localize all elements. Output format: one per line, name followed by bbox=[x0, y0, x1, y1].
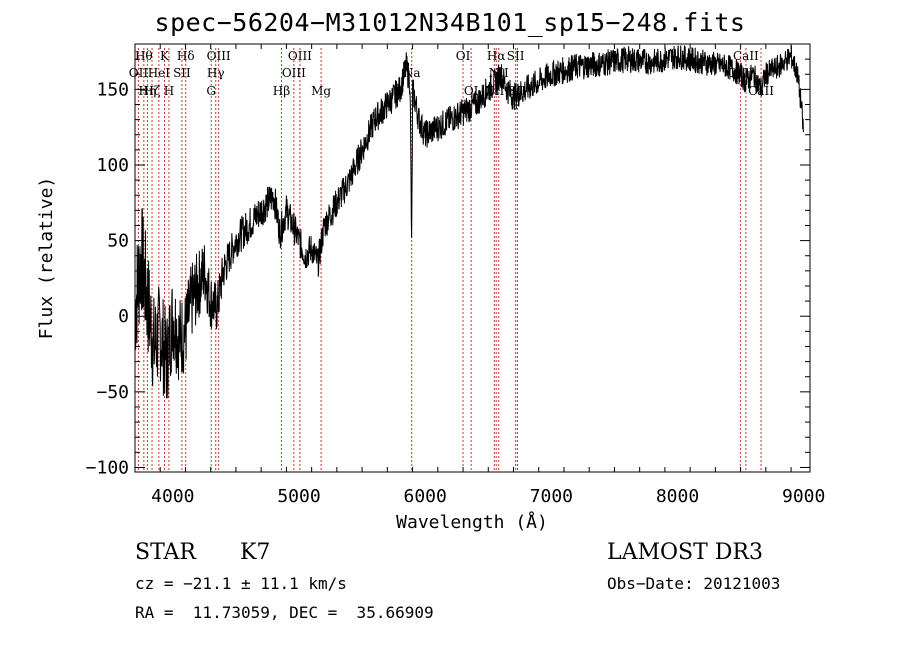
line-label: H bbox=[164, 84, 174, 98]
line-label: NII bbox=[489, 66, 509, 80]
x-tick-label: 7000 bbox=[530, 486, 573, 507]
line-label: NII bbox=[484, 84, 504, 98]
object-subclass: K7 bbox=[240, 540, 271, 565]
line-label: CaII bbox=[748, 84, 774, 98]
redshift-cz: cz = −21.1 ± 11.1 km/s bbox=[135, 574, 347, 593]
y-tick-label: 150 bbox=[96, 79, 129, 100]
chart-title: spec−56204−M31012N34B101_sp15−248.fits bbox=[154, 8, 746, 37]
survey-name: LAMOST DR3 bbox=[607, 540, 763, 565]
line-label: Hζ bbox=[144, 84, 161, 98]
x-axis-label: Wavelength (Å) bbox=[396, 511, 548, 533]
x-tick-label: 6000 bbox=[404, 486, 447, 507]
spectrum-line bbox=[134, 45, 805, 399]
line-label: OIII bbox=[282, 66, 306, 80]
axes-layer: 4000 5000 6000 7000 8000 9000 −100 −50 0 50 100 150 bbox=[86, 44, 825, 507]
line-label: Hη bbox=[139, 84, 157, 98]
obs-date: Obs−Date: 20121003 bbox=[607, 574, 781, 593]
plot-frame bbox=[134, 43, 811, 473]
line-label: SII bbox=[173, 66, 191, 80]
line-label: K bbox=[160, 49, 170, 63]
line-label: Hγ bbox=[207, 66, 225, 80]
x-tick-label: 8000 bbox=[656, 486, 699, 507]
object-type: STAR bbox=[135, 540, 196, 565]
line-label: Na bbox=[403, 66, 421, 80]
x-tick-label: 4000 bbox=[151, 486, 194, 507]
line-label: Hδ bbox=[177, 49, 195, 63]
x-tick-label: 9000 bbox=[782, 486, 825, 507]
x-tick-label: 5000 bbox=[277, 486, 320, 507]
line-label: Hα bbox=[487, 49, 506, 63]
y-tick-label: 0 bbox=[118, 306, 129, 327]
line-label: SII bbox=[507, 49, 525, 63]
line-label: Mg bbox=[311, 84, 331, 98]
y-tick-label: −50 bbox=[96, 382, 129, 403]
line-label: OII bbox=[129, 66, 149, 80]
line-label: Hθ bbox=[135, 49, 153, 63]
line-label: OI bbox=[456, 49, 471, 63]
line-label: SII bbox=[509, 84, 527, 98]
y-axis-label: Flux (relative) bbox=[36, 177, 57, 340]
line-label: G bbox=[206, 84, 216, 98]
y-tick-label: −100 bbox=[86, 457, 129, 478]
line-label: Hβ bbox=[273, 84, 290, 98]
line-label: OIII bbox=[288, 49, 312, 63]
line-label: OI bbox=[464, 84, 479, 98]
line-label: HeI bbox=[148, 66, 171, 80]
line-label: CaII bbox=[733, 49, 759, 63]
y-tick-label: 100 bbox=[96, 155, 129, 176]
line-label: CaII bbox=[727, 66, 753, 80]
coordinates: RA = 11.73059, DEC = 35.66909 bbox=[135, 603, 434, 622]
y-tick-label: 50 bbox=[107, 231, 129, 252]
spectrum-layer bbox=[134, 45, 805, 399]
line-label: OIII bbox=[207, 49, 231, 63]
